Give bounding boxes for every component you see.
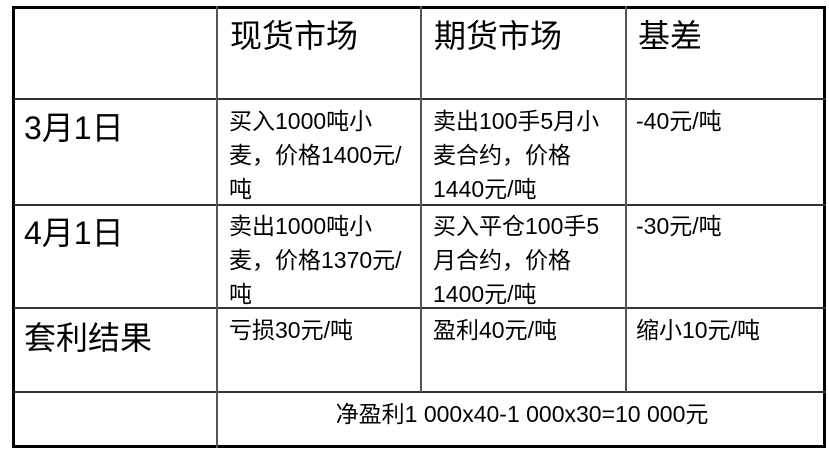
spot-cell: 买入1000吨小麦，价格1400元/吨	[229, 108, 402, 202]
header-spot: 现货市场	[230, 18, 359, 54]
basis-cell: 缩小10元/吨	[636, 317, 760, 343]
row-label: 4月1日	[24, 215, 124, 251]
spot-cell: 亏损30元/吨	[229, 317, 353, 343]
basis-cell: -40元/吨	[636, 108, 722, 134]
futures-cell: 盈利40元/吨	[433, 317, 557, 343]
row-label: 套利结果	[24, 320, 153, 356]
col-divider	[216, 6, 218, 448]
row-divider	[14, 391, 826, 393]
basis-cell: -30元/吨	[636, 213, 722, 239]
row-label: 3月1日	[24, 110, 124, 146]
spot-cell: 卖出1000吨小麦，价格1370元/吨	[229, 213, 402, 307]
futures-cell: 卖出100手5月小麦合约，价格1440元/吨	[433, 108, 600, 202]
header-futures: 期货市场	[434, 18, 563, 54]
header-basis: 基差	[638, 18, 703, 54]
col-divider	[420, 6, 422, 392]
col-divider	[625, 6, 627, 392]
summary-text: 净盈利1 000x40-1 000x30=10 000元	[335, 401, 709, 427]
futures-cell: 买入平仓100手5月合约，价格1400元/吨	[433, 213, 600, 307]
arbitrage-table	[12, 6, 826, 448]
